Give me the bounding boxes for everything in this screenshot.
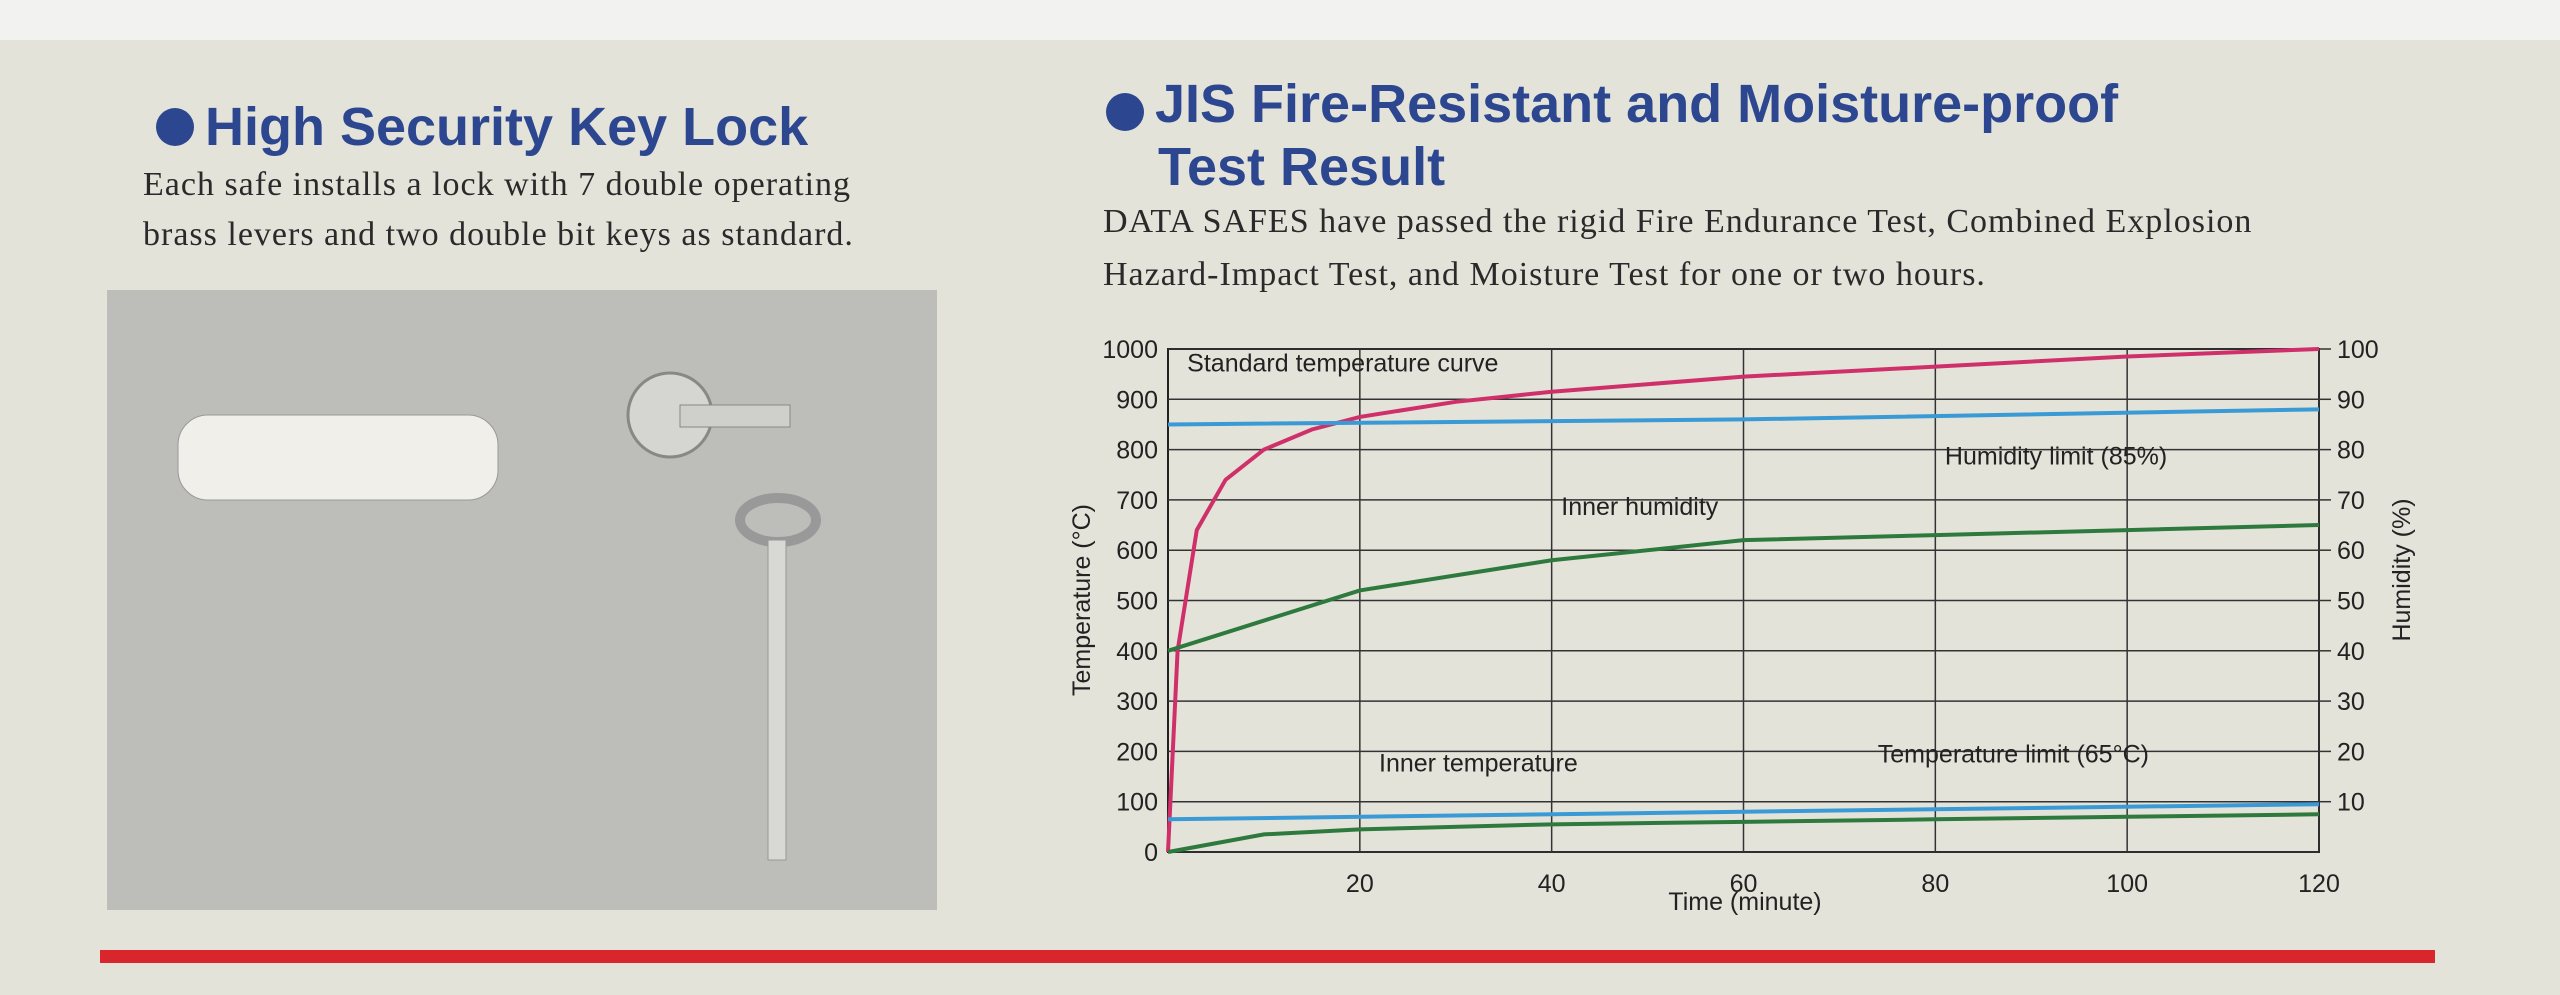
key-shaft (679, 404, 791, 428)
body-text: DATA SAFES have passed the rigid Fire En… (1103, 203, 2252, 240)
y-tick-label: 900 (1116, 386, 1158, 414)
y-tick-label: 0 (1144, 839, 1158, 867)
x-tick-label: 40 (1538, 870, 1566, 898)
body-text: Each safe installs a lock with 7 double … (143, 166, 851, 203)
heading: Test Result (1158, 137, 1445, 197)
y-tick-label: 1000 (1102, 336, 1158, 364)
y-tick-label: 200 (1116, 738, 1158, 766)
y2-tick-label: 30 (2337, 688, 2365, 716)
series-label: Inner temperature (1379, 750, 1578, 778)
y-tick-label: 400 (1116, 638, 1158, 666)
x-tick-label: 60 (1730, 870, 1758, 898)
y-tick-label: 500 (1116, 588, 1158, 616)
x-tick-label: 80 (1921, 870, 1949, 898)
handle (177, 414, 499, 501)
body-text: brass levers and two double bit keys as … (143, 216, 854, 253)
y2-tick-label: 20 (2337, 738, 2365, 766)
bullet (1106, 93, 1144, 131)
top-edge (0, 0, 2560, 40)
body-text: Hazard-Impact Test, and Moisture Test fo… (1103, 256, 1986, 293)
y2-tick-label: 100 (2337, 336, 2379, 364)
y-tick-label: 600 (1116, 537, 1158, 565)
y-tick-label: 100 (1116, 789, 1158, 817)
heading: JIS Fire-Resistant and Moisture-proof (1155, 74, 2119, 134)
series-label: Temperature limit (65°C) (1878, 740, 2149, 768)
series-line (1167, 802, 2320, 822)
y2-tick-label: 80 (2337, 437, 2365, 465)
y-tick-label: 700 (1116, 487, 1158, 515)
y2-tick-label: 10 (2337, 789, 2365, 817)
y2-tick-label: 60 (2337, 537, 2365, 565)
y-tick-label: 300 (1116, 688, 1158, 716)
photo (107, 290, 937, 910)
x-tick-label: 20 (1346, 870, 1374, 898)
series-line (1167, 812, 2320, 854)
x-axis-label: Time (minute) (1668, 888, 1821, 916)
y2-axis-label: Humidity (%) (2388, 498, 2416, 641)
x-tick-label: 120 (2298, 870, 2340, 898)
series-line (1167, 523, 2320, 653)
series-label: Humidity limit (85%) (1945, 443, 2167, 471)
red-stripe (100, 950, 2435, 963)
y2-tick-label: 40 (2337, 638, 2365, 666)
y2-tick-label: 70 (2337, 487, 2365, 515)
bullet (156, 108, 194, 146)
series-line (1166, 347, 2320, 853)
y-tick-label: 800 (1116, 437, 1158, 465)
y-axis-label: Temperature (°C) (1068, 504, 1096, 696)
y2-tick-label: 90 (2337, 386, 2365, 414)
series-line (1167, 407, 2320, 427)
key-shaft (767, 539, 787, 861)
y2-tick-label: 50 (2337, 588, 2365, 616)
x-tick-label: 100 (2106, 870, 2148, 898)
heading: High Security Key Lock (205, 97, 809, 157)
series-label: Inner humidity (1561, 493, 1719, 521)
series-label: Standard temperature curve (1187, 350, 1498, 378)
